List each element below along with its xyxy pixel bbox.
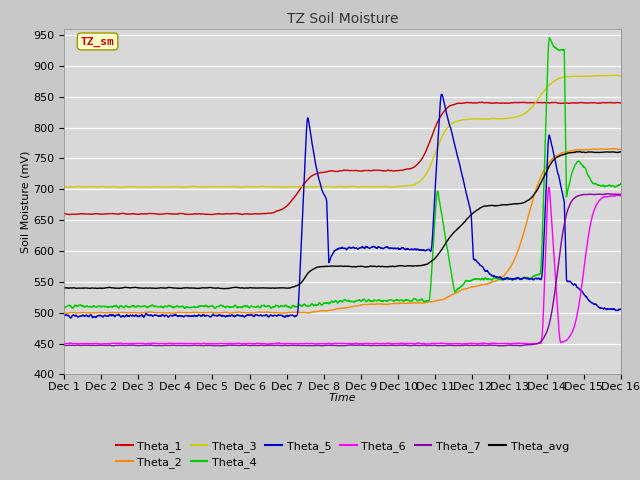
X-axis label: Time: Time xyxy=(328,394,356,403)
Title: TZ Soil Moisture: TZ Soil Moisture xyxy=(287,12,398,26)
Text: TZ_sm: TZ_sm xyxy=(81,36,115,47)
Y-axis label: Soil Moisture (mV): Soil Moisture (mV) xyxy=(20,150,30,253)
Legend: Theta_1, Theta_2, Theta_3, Theta_4, Theta_5, Theta_6, Theta_7, Theta_avg: Theta_1, Theta_2, Theta_3, Theta_4, Thet… xyxy=(111,436,573,472)
